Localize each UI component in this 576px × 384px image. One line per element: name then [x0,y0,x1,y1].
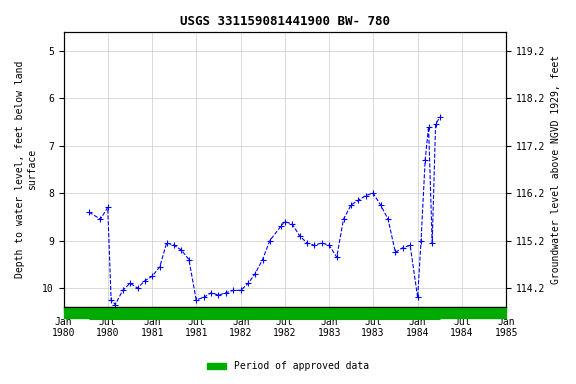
Title: USGS 331159081441900 BW- 780: USGS 331159081441900 BW- 780 [180,15,390,28]
Y-axis label: Depth to water level, feet below land
surface: Depth to water level, feet below land su… [15,61,37,278]
Y-axis label: Groundwater level above NGVD 1929, feet: Groundwater level above NGVD 1929, feet [551,55,561,284]
Legend: Period of approved data: Period of approved data [203,358,373,375]
Bar [63,307,506,318]
